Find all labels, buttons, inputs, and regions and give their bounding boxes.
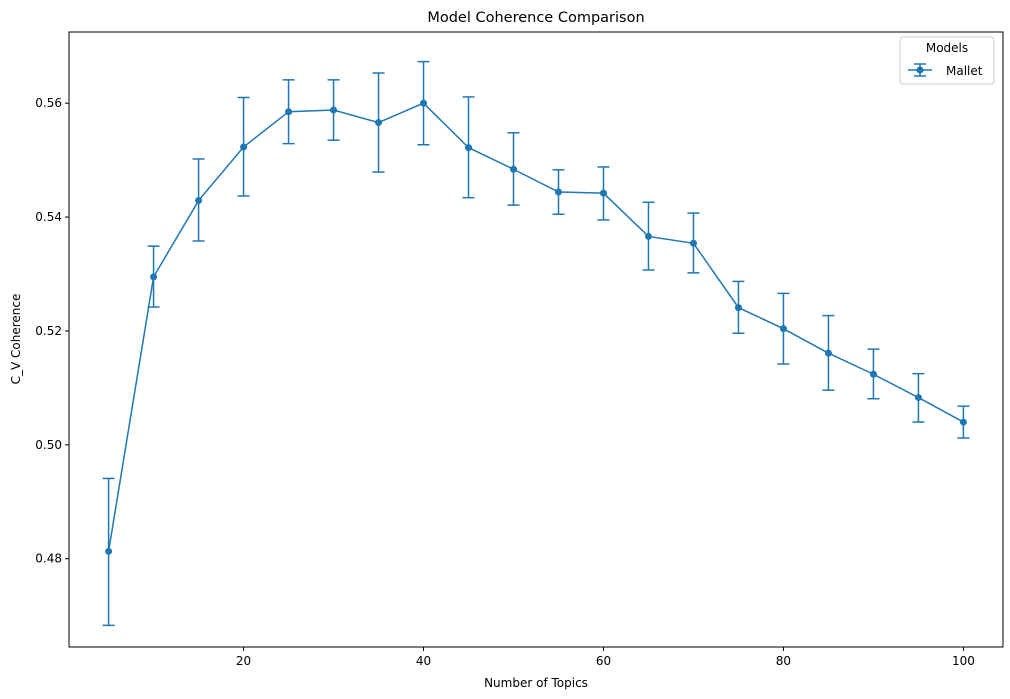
legend-marker: [916, 66, 924, 74]
data-point: [240, 143, 248, 151]
x-tick-label: 40: [416, 654, 431, 668]
x-tick-label: 20: [236, 654, 251, 668]
x-axis: 20 40 60 80 100: [236, 647, 975, 668]
legend-box: [899, 36, 995, 85]
x-tick-label: 60: [596, 654, 611, 668]
data-point: [914, 394, 922, 402]
data-point: [689, 239, 697, 247]
y-axis: 0.48 0.50 0.52 0.54 0.56: [35, 96, 69, 566]
data-point: [824, 349, 832, 357]
legend: Models Mallet: [899, 36, 995, 85]
series-line-mallet: [107, 102, 964, 552]
data-point: [465, 144, 473, 152]
data-point: [510, 165, 518, 173]
legend-handle-mallet: [908, 63, 932, 77]
x-axis-label: Number of Topics: [484, 676, 588, 690]
data-point: [375, 119, 383, 127]
y-tick-label: 0.50: [35, 438, 62, 452]
plot-frame: [68, 31, 1004, 648]
data-point: [779, 325, 787, 333]
data-point: [734, 304, 742, 312]
data-point: [420, 99, 428, 107]
x-tick-label: 100: [952, 654, 975, 668]
data-point: [599, 189, 607, 197]
data-point: [105, 547, 113, 555]
legend-title: Models: [926, 41, 968, 55]
data-point: [285, 108, 293, 116]
data-point: [195, 197, 203, 205]
y-tick-label: 0.52: [35, 324, 62, 338]
y-axis-label: C_V Coherence: [9, 294, 23, 385]
data-point: [330, 106, 338, 114]
y-tick-label: 0.56: [35, 96, 62, 110]
chart-title: Model Coherence Comparison: [427, 10, 644, 26]
data-point: [644, 232, 652, 240]
series-layer: [102, 60, 970, 627]
data-point: [959, 418, 967, 426]
x-tick-label: 80: [776, 654, 791, 668]
y-tick-label: 0.48: [35, 552, 62, 566]
legend-label-mallet: Mallet: [946, 64, 983, 78]
y-tick-label: 0.54: [35, 210, 62, 224]
data-point: [554, 188, 562, 196]
data-point: [150, 273, 158, 281]
data-point: [869, 370, 877, 378]
plot-area: [68, 31, 1004, 648]
